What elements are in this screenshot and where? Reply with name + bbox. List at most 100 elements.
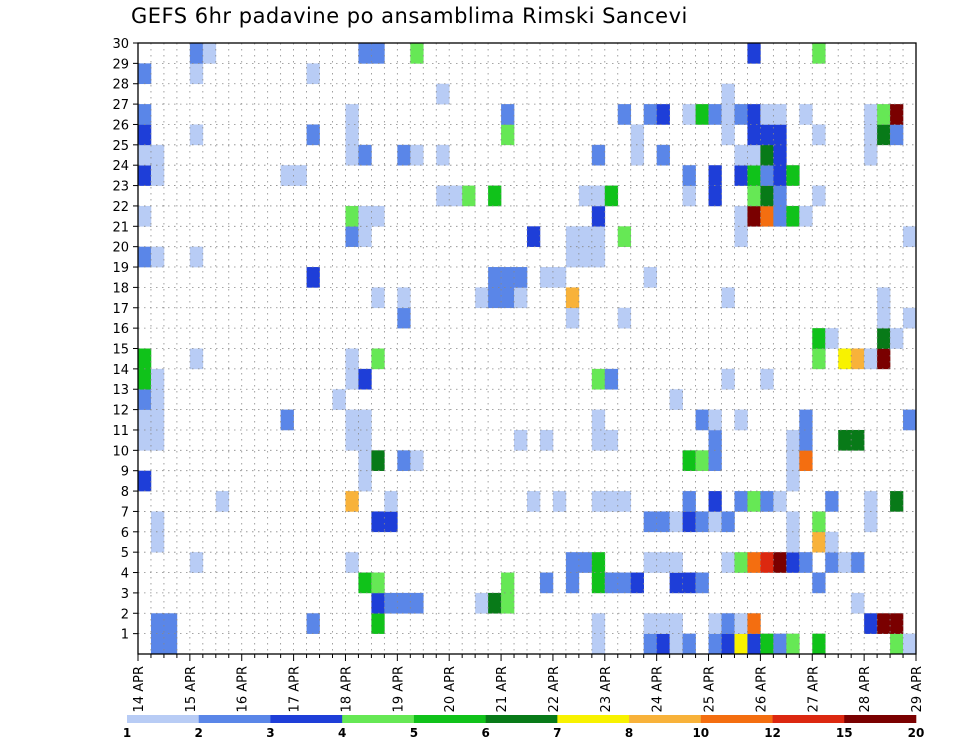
heatmap-cell [345,144,359,166]
heatmap-cell [617,491,632,512]
heatmap-cell [617,226,632,247]
heatmap-cell [306,63,320,85]
heatmap-cell [436,185,450,207]
heatmap-cell [786,205,800,227]
heatmap-cell [721,633,735,655]
x-tick-label: 14 APR [132,666,147,712]
heatmap-cell [345,104,359,125]
heatmap-cell [501,572,515,594]
heatmap-cell [669,633,683,655]
heatmap-cell [475,592,489,614]
colorbar-swatch [772,715,845,723]
heatmap-cell [669,389,683,410]
heatmap-cell [773,205,787,227]
x-tick-label: 24 APR [651,666,666,712]
colorbar-legend: 1 2 3 4 5 6 7 8 10 12 15 20 [123,715,924,740]
colorbar-label: 7 [553,726,561,740]
heatmap-cell [708,450,722,471]
heatmap-cell [721,552,735,573]
heatmap-cell [643,267,657,288]
heatmap-cell [734,226,748,247]
heatmap-cell [643,552,657,573]
heatmap-cell [734,205,748,227]
heatmap-cell [708,491,722,512]
colorbar-label: 5 [410,726,418,740]
heatmap-cell [345,124,359,146]
heatmap-cell [202,43,217,64]
heatmap-cell [890,124,904,146]
heatmap-cell [890,491,904,512]
heatmap-cell [138,63,152,85]
heatmap-cell [682,450,696,471]
heatmap-cell [138,368,152,390]
heatmap-cell [721,613,735,634]
heatmap-cell [760,552,774,573]
heatmap-cell [747,185,761,207]
heatmap-cell [358,409,372,431]
heatmap-cell [799,450,813,471]
heatmap-cell [838,552,852,573]
heatmap-cell [656,633,670,655]
heatmap-cell [591,185,606,207]
heatmap-cell [306,124,320,146]
heatmap-cell [877,307,891,329]
heatmap-cell [591,633,606,655]
heatmap-cell [565,307,580,329]
heatmap-cell [656,613,670,634]
heatmap-cell [552,491,567,512]
x-tick-label: 25 APR [703,666,718,712]
heatmap-cell [539,429,554,451]
x-tick-label: 15 APR [184,666,199,712]
heatmap-cell [371,450,385,471]
heatmap-cell [410,592,424,614]
colorbar-label: 3 [266,726,274,740]
heatmap-cell [669,613,683,634]
heatmap-cell [371,205,385,227]
grid-lines [138,43,916,654]
heatmap-cell [747,491,761,512]
heatmap-cell [747,124,761,146]
heatmap-cell [773,124,787,146]
heatmap-cell [397,592,411,614]
heatmap-cell [877,613,891,634]
heatmap-cell [138,144,152,166]
colorbar-label: 4 [338,726,346,740]
x-tick-label: 22 APR [547,666,562,712]
heatmap-cell [773,633,787,655]
heatmap-cell [747,165,761,186]
heatmap-cell [462,185,476,207]
heatmap-cell [371,613,385,634]
heatmap-cell [708,409,722,431]
heatmap-cell [773,104,787,125]
heatmap-cell [838,429,852,451]
y-tick-label: 27 [112,98,129,113]
heatmap-cell [358,470,372,492]
y-tick-label: 19 [112,261,129,276]
heatmap-cell [682,633,696,655]
x-tick-label: 18 APR [339,666,354,712]
heatmap-cell [799,104,813,125]
heatmap-cell [877,348,891,370]
heatmap-cell [591,409,606,431]
heatmap-cell [591,226,606,247]
colorbar-swatch [629,715,702,723]
heatmap-cell [591,491,606,512]
heatmap-cell [501,267,515,288]
heatmap-cell [358,572,372,594]
heatmap-cell [721,287,735,309]
x-tick-label: 23 APR [599,666,614,712]
heatmap-cell [138,246,152,268]
heatmap-cell [734,144,748,166]
heatmap-cell [488,592,502,614]
y-tick-label: 22 [112,200,129,215]
colorbar-label: 15 [836,726,853,740]
heatmap-cell [825,531,839,553]
heatmap-cell [760,124,774,146]
colorbar-swatch [557,715,630,723]
heatmap-cell [786,531,800,553]
heatmap-cell [397,307,411,329]
heatmap-cell [890,633,904,655]
y-tick-label: 28 [112,78,129,93]
heatmap-cell [332,389,346,410]
heatmap-cell [345,429,359,451]
